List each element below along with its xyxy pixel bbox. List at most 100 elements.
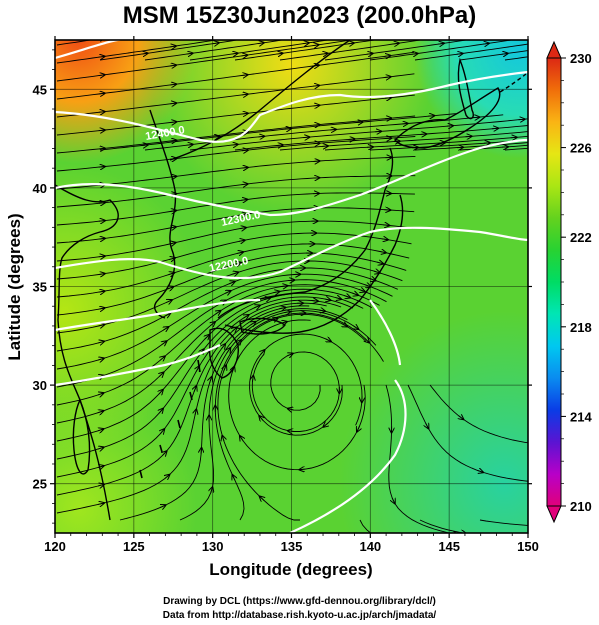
streamline xyxy=(429,384,528,444)
streamline xyxy=(56,51,415,100)
streamline-arrow xyxy=(482,43,489,44)
streamline xyxy=(279,40,424,61)
streamline-arrow xyxy=(205,335,209,339)
streamline-arrow xyxy=(384,77,391,78)
wind-streamlines xyxy=(56,38,528,533)
streamline-arrow xyxy=(383,225,389,226)
streamline-arrow xyxy=(97,393,104,395)
streamline-arrow xyxy=(241,167,248,168)
streamline-arrow xyxy=(358,289,365,291)
streamline-arrow xyxy=(319,310,325,311)
streamline-arrow xyxy=(501,53,508,54)
y-tick-label: 35 xyxy=(33,280,47,295)
colorbar-top-arrow xyxy=(546,40,562,59)
streamline xyxy=(56,232,412,280)
streamline xyxy=(419,519,466,533)
streamline-arrow xyxy=(98,503,104,504)
streamline-arrow xyxy=(251,322,256,325)
streamline-arrow xyxy=(159,390,163,394)
streamline-arrow xyxy=(210,322,215,326)
streamline-arrow xyxy=(98,167,105,168)
streamline-arrow xyxy=(518,119,525,120)
streamline xyxy=(144,114,504,151)
streamline-arrow xyxy=(227,348,230,353)
streamline xyxy=(414,142,528,151)
streamline-arrow xyxy=(169,46,176,47)
streamline-arrow xyxy=(216,311,221,314)
x-tick-label: 145 xyxy=(438,539,460,554)
streamline xyxy=(144,40,286,61)
streamline-arrow xyxy=(98,148,105,149)
streamline xyxy=(56,155,416,190)
streamline xyxy=(56,292,364,442)
streamline-arrow xyxy=(342,324,347,327)
streamline-arrow xyxy=(225,291,230,294)
streamline-arrow xyxy=(284,312,290,313)
streamline-arrow xyxy=(169,227,176,228)
colorbar-tick-label: 218 xyxy=(570,320,592,335)
x-axis: 120 125 130 135 140 145 150 xyxy=(44,36,539,554)
streamline-arrow xyxy=(335,297,341,299)
streamline xyxy=(56,73,415,118)
streamline-arrow xyxy=(141,145,148,146)
streamline-arrow xyxy=(279,307,285,308)
streamline-arrow xyxy=(237,340,241,345)
streamline-arrow xyxy=(384,98,391,99)
streamline-arrow xyxy=(232,475,235,480)
streamline-arrow xyxy=(159,372,163,376)
streamline xyxy=(385,384,451,533)
colorbar-gradient xyxy=(546,57,562,507)
streamline xyxy=(479,519,528,526)
streamline-arrow xyxy=(239,228,246,229)
streamline xyxy=(56,273,393,370)
streamline-arrow xyxy=(195,409,196,416)
streamline-arrow xyxy=(257,43,264,44)
streamline xyxy=(56,207,415,244)
streamline-arrow xyxy=(169,258,175,260)
streamline-arrow xyxy=(303,137,309,138)
streamline-arrow xyxy=(311,301,318,302)
streamline xyxy=(459,50,528,61)
streamline-arrow xyxy=(97,466,104,468)
y-tick-label: 25 xyxy=(33,477,47,492)
streamline-arrow xyxy=(302,43,309,44)
streamline-arrow xyxy=(98,341,104,343)
streamline-arrow xyxy=(162,451,166,455)
streamline-arrow xyxy=(287,354,293,356)
streamline xyxy=(56,299,342,478)
x-tick-label: 140 xyxy=(359,539,381,554)
streamline-arrow xyxy=(312,45,319,46)
streamline-arrow xyxy=(238,240,245,241)
streamline-arrow xyxy=(365,338,369,342)
height-contours xyxy=(55,40,528,533)
streamline xyxy=(56,252,407,316)
streamline-arrow xyxy=(366,53,373,54)
streamline xyxy=(251,351,340,432)
credit-data-source: Data from http://database.rish.kyoto-u.a… xyxy=(162,610,437,621)
streamline-arrow xyxy=(98,56,105,57)
streamline-arrow xyxy=(254,305,259,307)
streamline xyxy=(279,131,528,151)
streamline-arrow xyxy=(170,176,176,177)
streamline xyxy=(56,284,380,406)
streamline-arrow xyxy=(353,326,358,329)
streamline-arrow xyxy=(99,38,105,39)
streamline-arrow xyxy=(241,184,248,185)
streamline xyxy=(189,40,331,61)
streamline-arrow xyxy=(352,293,358,295)
streamline-arrow xyxy=(170,84,176,85)
streamline-arrow xyxy=(241,113,248,114)
streamline-arrow xyxy=(364,285,371,287)
streamline xyxy=(359,519,372,533)
colorbar: 230 226 222 218 214 210 xyxy=(546,40,592,524)
streamline-arrow xyxy=(97,484,104,486)
streamline-arrow xyxy=(241,55,247,56)
streamline-arrow xyxy=(276,53,283,54)
streamline-arrow xyxy=(259,416,263,421)
streamline-arrow xyxy=(326,339,331,342)
streamline-arrow xyxy=(240,436,243,441)
streamline xyxy=(249,333,363,436)
streamline xyxy=(56,279,387,388)
streamline-arrow xyxy=(212,43,219,44)
streamline-arrow xyxy=(97,429,104,431)
